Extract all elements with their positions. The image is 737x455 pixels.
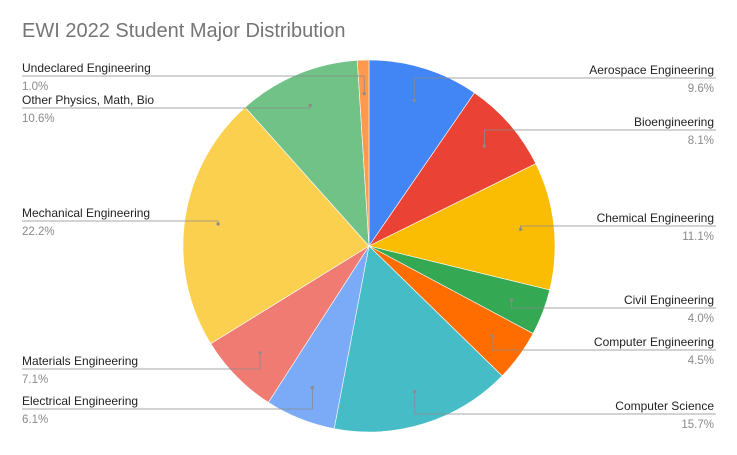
pie-slice-mechanical-engineering xyxy=(182,106,370,345)
slice-labels: Aerospace Engineering 9.6% Bioengineering 8… xyxy=(22,61,714,431)
leader-dot-mechanical-engineering xyxy=(216,222,220,226)
slice-label-aerospace-engineering: Aerospace Engineering xyxy=(589,63,714,77)
leader-line-bioengineering xyxy=(483,129,716,147)
slice-label-computer-engineering: Computer Engineering xyxy=(594,335,714,349)
slice-label-other-physics-math-bio: Other Physics, Math, Bio xyxy=(22,93,154,107)
leader-line-electrical-engineering xyxy=(22,387,313,410)
slice-label-electrical-engineering: Electrical Engineering xyxy=(22,394,138,408)
slice-label-mechanical-engineering: Mechanical Engineering xyxy=(22,206,150,220)
slice-percent-other-physics-math-bio: 10.6% xyxy=(22,113,55,125)
slice-percent-electrical-engineering: 6.1% xyxy=(22,414,48,426)
pie-slice-bioengineering xyxy=(368,92,537,247)
slice-percent-mechanical-engineering: 22.2% xyxy=(22,226,55,238)
leader-dot-computer-science xyxy=(413,389,417,394)
slice-percent-computer-science: 15.7% xyxy=(681,419,714,431)
leader-dot-computer-engineering xyxy=(490,334,494,338)
pie-slice-aerospace-engineering xyxy=(368,59,475,247)
slice-percent-undeclared-engineering: 1.0% xyxy=(22,81,48,93)
slice-percent-chemical-engineering: 11.1% xyxy=(682,231,714,243)
leader-dot-other-physics-math-bio xyxy=(308,103,312,107)
slice-percent-civil-engineering: 4.0% xyxy=(688,313,714,325)
slice-label-computer-science: Computer Science xyxy=(615,399,714,413)
leader-dot-bioengineering xyxy=(482,144,486,148)
leader-line-civil-engineering xyxy=(511,300,716,309)
leader-line-undeclared-engineering xyxy=(22,75,365,94)
slice-percent-computer-engineering: 4.5% xyxy=(688,355,714,367)
leader-dot-materials-engineering xyxy=(258,351,262,355)
slice-label-chemical-engineering: Chemical Engineering xyxy=(597,211,714,225)
pie-slice-undeclared-engineering xyxy=(357,59,370,247)
leader-dot-electrical-engineering xyxy=(310,386,314,390)
leader-dot-civil-engineering xyxy=(509,298,514,302)
pie-slice-other-physics-math-bio xyxy=(244,60,370,247)
slice-label-undeclared-engineering: Undeclared Engineering xyxy=(22,61,151,75)
slice-percent-bioengineering: 8.1% xyxy=(688,135,714,147)
slice-percent-aerospace-engineering: 9.6% xyxy=(688,83,714,95)
leader-line-computer-science xyxy=(414,391,716,415)
leader-line-materials-engineering xyxy=(22,352,261,370)
pie-slice-computer-science xyxy=(333,245,503,433)
leader-dot-aerospace-engineering xyxy=(412,98,416,102)
slice-label-materials-engineering: Materials Engineering xyxy=(22,354,138,368)
leader-line-aerospace-engineering xyxy=(413,77,716,101)
leader-line-computer-engineering xyxy=(491,336,716,351)
leader-dot-undeclared-engineering xyxy=(362,92,366,96)
slice-label-civil-engineering: Civil Engineering xyxy=(624,293,714,307)
slice-label-bioengineering: Bioengineering xyxy=(634,115,714,129)
leader-lines xyxy=(22,75,716,415)
chart-title: EWI 2022 Student Major Distribution xyxy=(22,20,346,42)
leader-dot-chemical-engineering xyxy=(519,227,523,231)
pie-slices xyxy=(182,59,556,433)
pie-slice-chemical-engineering xyxy=(368,163,556,291)
slice-percent-materials-engineering: 7.1% xyxy=(22,374,48,386)
